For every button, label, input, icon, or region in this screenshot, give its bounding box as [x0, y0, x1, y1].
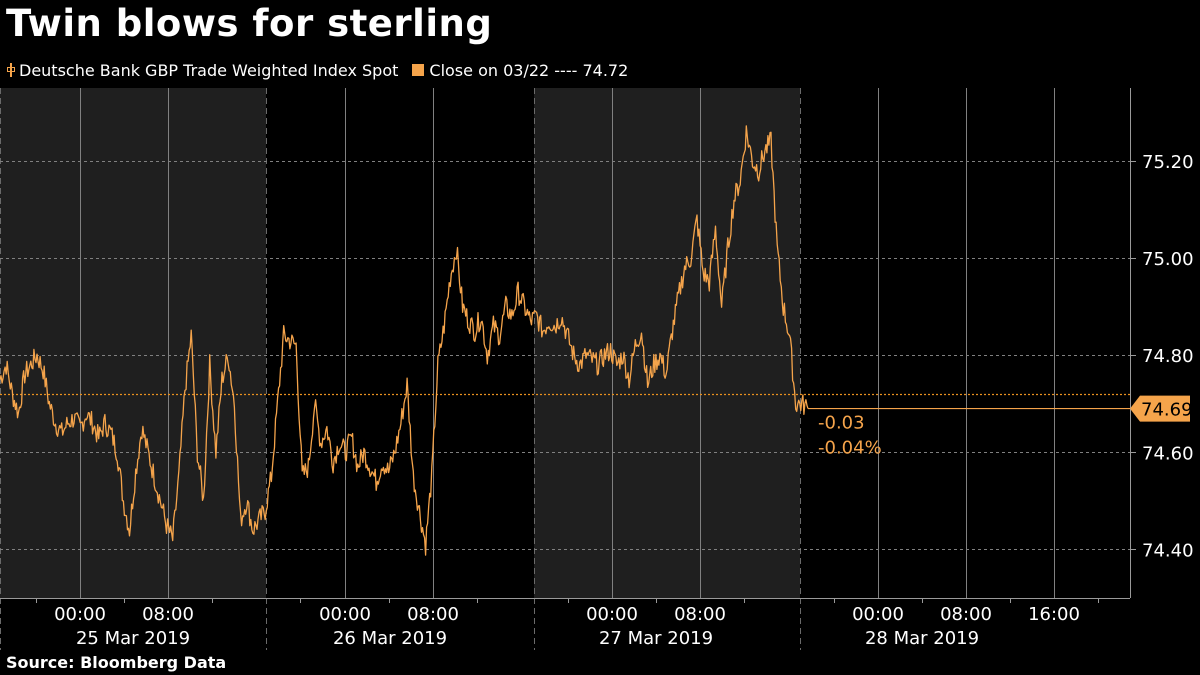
legend-close-label: Close on 03/22 ---- 74.72	[429, 60, 629, 80]
change-pct-label: -0.04%	[818, 438, 882, 459]
x-tick-label-7: 08:00	[940, 604, 992, 625]
legend-close: Close on 03/22 ---- 74.72	[412, 61, 628, 80]
chart-title: Twin blows for sterling	[6, 2, 493, 45]
x-tick-label-3: 08:00	[407, 604, 459, 625]
close-swatch-icon	[412, 64, 425, 76]
x-tick-label-8: 16:00	[1028, 604, 1080, 625]
day-shade-0	[0, 88, 266, 598]
y-tick-label-4: 75.20	[1142, 152, 1194, 173]
x-tick-label-4: 00:00	[586, 604, 638, 625]
y-tick-label-2: 74.80	[1142, 346, 1194, 367]
day-label-3: 28 Mar 2019	[865, 628, 979, 649]
x-tick-label-6: 00:00	[852, 604, 904, 625]
last-value-tag	[1130, 395, 1190, 422]
legend-series-label: Deutsche Bank GBP Trade Weighted Index S…	[19, 60, 399, 80]
day-shade-1	[534, 88, 800, 598]
series-line	[0, 125, 809, 556]
day-label-0: 25 Mar 2019	[76, 628, 190, 649]
change-label: -0.03	[818, 413, 865, 434]
y-tick-label-1: 74.60	[1142, 443, 1194, 464]
line-series-icon	[6, 62, 15, 78]
y-tick-label-0: 74.40	[1142, 540, 1194, 561]
source-note: Source: Bloomberg Data	[6, 653, 227, 672]
day-label-2: 27 Mar 2019	[599, 628, 713, 649]
x-tick-label-1: 08:00	[142, 604, 194, 625]
y-tick-label-3: 75.00	[1142, 249, 1194, 270]
x-tick-label-0: 00:00	[54, 604, 106, 625]
legend: Deutsche Bank GBP Trade Weighted Index S…	[6, 60, 642, 80]
x-tick-label-5: 08:00	[674, 604, 726, 625]
day-label-1: 26 Mar 2019	[333, 628, 447, 649]
last-value-label: 74.69	[1141, 400, 1193, 421]
legend-series: Deutsche Bank GBP Trade Weighted Index S…	[6, 61, 398, 80]
x-tick-label-2: 00:00	[319, 604, 371, 625]
